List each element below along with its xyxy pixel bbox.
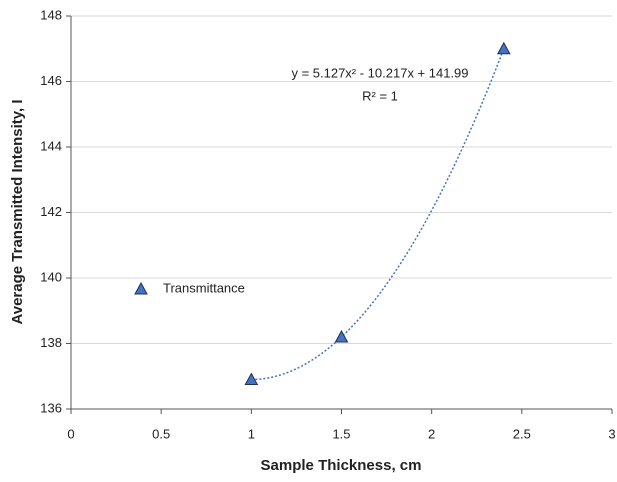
y-tick-label: 146 [40, 73, 62, 88]
x-tick-label: 0 [67, 426, 74, 441]
x-tick-label: 1 [248, 426, 255, 441]
y-tick-label: 136 [40, 400, 62, 415]
trendline [251, 48, 505, 381]
x-tick-label: 0.5 [152, 426, 170, 441]
x-tick-label: 2 [428, 426, 435, 441]
legend-label: Transmittance [163, 280, 245, 295]
x-tick-label: 1.5 [332, 426, 350, 441]
y-tick-label: 140 [40, 269, 62, 284]
y-tick-label: 144 [40, 138, 62, 153]
y-axis-label: Average Transmitted Intensity, I [9, 99, 26, 324]
x-tick-label: 3 [608, 426, 615, 441]
x-axis-label: Sample Thickness, cm [261, 457, 422, 474]
y-tick-label: 148 [40, 7, 62, 22]
y-tick-label: 138 [40, 335, 62, 350]
trendline-equation: y = 5.127x² - 10.217x + 141.99 [291, 65, 468, 80]
legend-marker [134, 281, 148, 295]
y-tick-label: 142 [40, 204, 62, 219]
r-squared: R² = 1 [362, 88, 398, 103]
x-tick-label: 2.5 [513, 426, 531, 441]
point [334, 329, 349, 343]
point [496, 41, 511, 55]
point [244, 372, 259, 386]
